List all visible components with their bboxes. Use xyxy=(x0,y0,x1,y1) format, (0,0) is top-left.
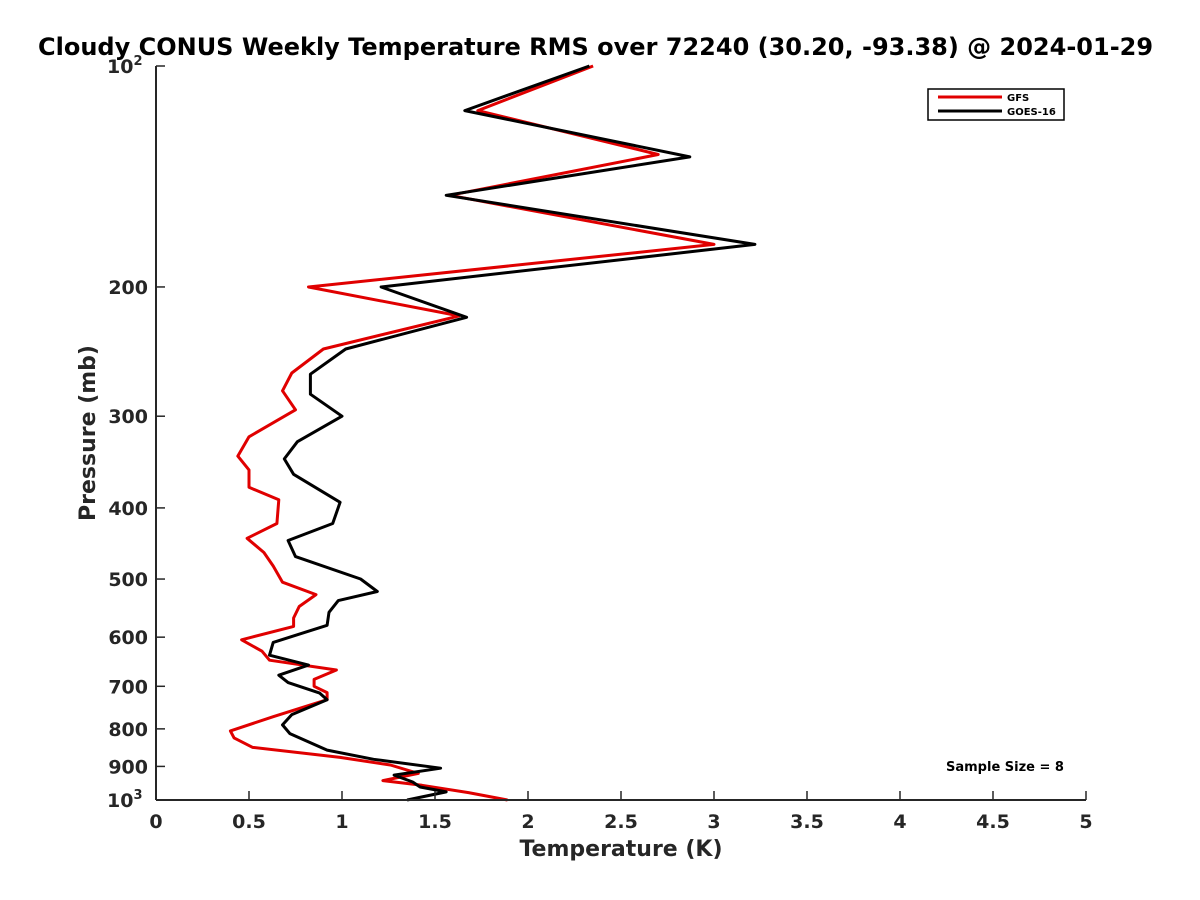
x-axis-ticks: 0 0.5 1 1.5 2 2.5 3 3.5 4 4.5 5 xyxy=(149,791,1093,833)
legend-gfs-label: GFS xyxy=(1007,93,1029,104)
series-line-goes-16 xyxy=(268,64,757,802)
sample-size-note: Sample Size = 8 xyxy=(946,760,1064,775)
y-axis-ticks: 102 200 300 400 500 600 700 800 900 103 xyxy=(107,54,165,812)
x-tick-label: 3 xyxy=(707,811,720,833)
y-tick-label: 500 xyxy=(108,569,148,591)
x-tick-label: 4 xyxy=(893,811,906,833)
y-axis-label: Pressure (mb) xyxy=(76,345,101,521)
legend: GFS GOES-16 xyxy=(927,88,1065,121)
x-tick-label: 2.5 xyxy=(604,811,638,833)
y-tick-label: 200 xyxy=(108,277,148,299)
y-tick-label: 700 xyxy=(108,676,148,698)
x-tick-label: 0.5 xyxy=(232,811,266,833)
chart-title: Cloudy CONUS Weekly Temperature RMS over… xyxy=(38,33,1153,61)
y-tick-label: 900 xyxy=(108,756,148,778)
x-tick-label: 5 xyxy=(1079,811,1092,833)
x-tick-label: 2 xyxy=(521,811,534,833)
legend-box xyxy=(927,88,1065,121)
y-tick-label: 600 xyxy=(108,627,148,649)
x-tick-label: 0 xyxy=(149,811,162,833)
y-tick-label: 800 xyxy=(108,719,148,741)
y-tick-label: 300 xyxy=(108,406,148,428)
plot-lines xyxy=(228,64,757,802)
x-tick-label: 1.5 xyxy=(418,811,452,833)
series-line-gfs xyxy=(228,64,716,802)
y-tick-label: 400 xyxy=(108,498,148,520)
y-tick-label: 102 xyxy=(107,54,143,78)
x-tick-label: 1 xyxy=(335,811,348,833)
legend-goes16-label: GOES-16 xyxy=(1007,107,1056,118)
x-tick-label: 4.5 xyxy=(976,811,1010,833)
x-axis-label: Temperature (K) xyxy=(519,837,722,862)
y-tick-label: 103 xyxy=(107,788,143,812)
x-tick-label: 3.5 xyxy=(790,811,824,833)
